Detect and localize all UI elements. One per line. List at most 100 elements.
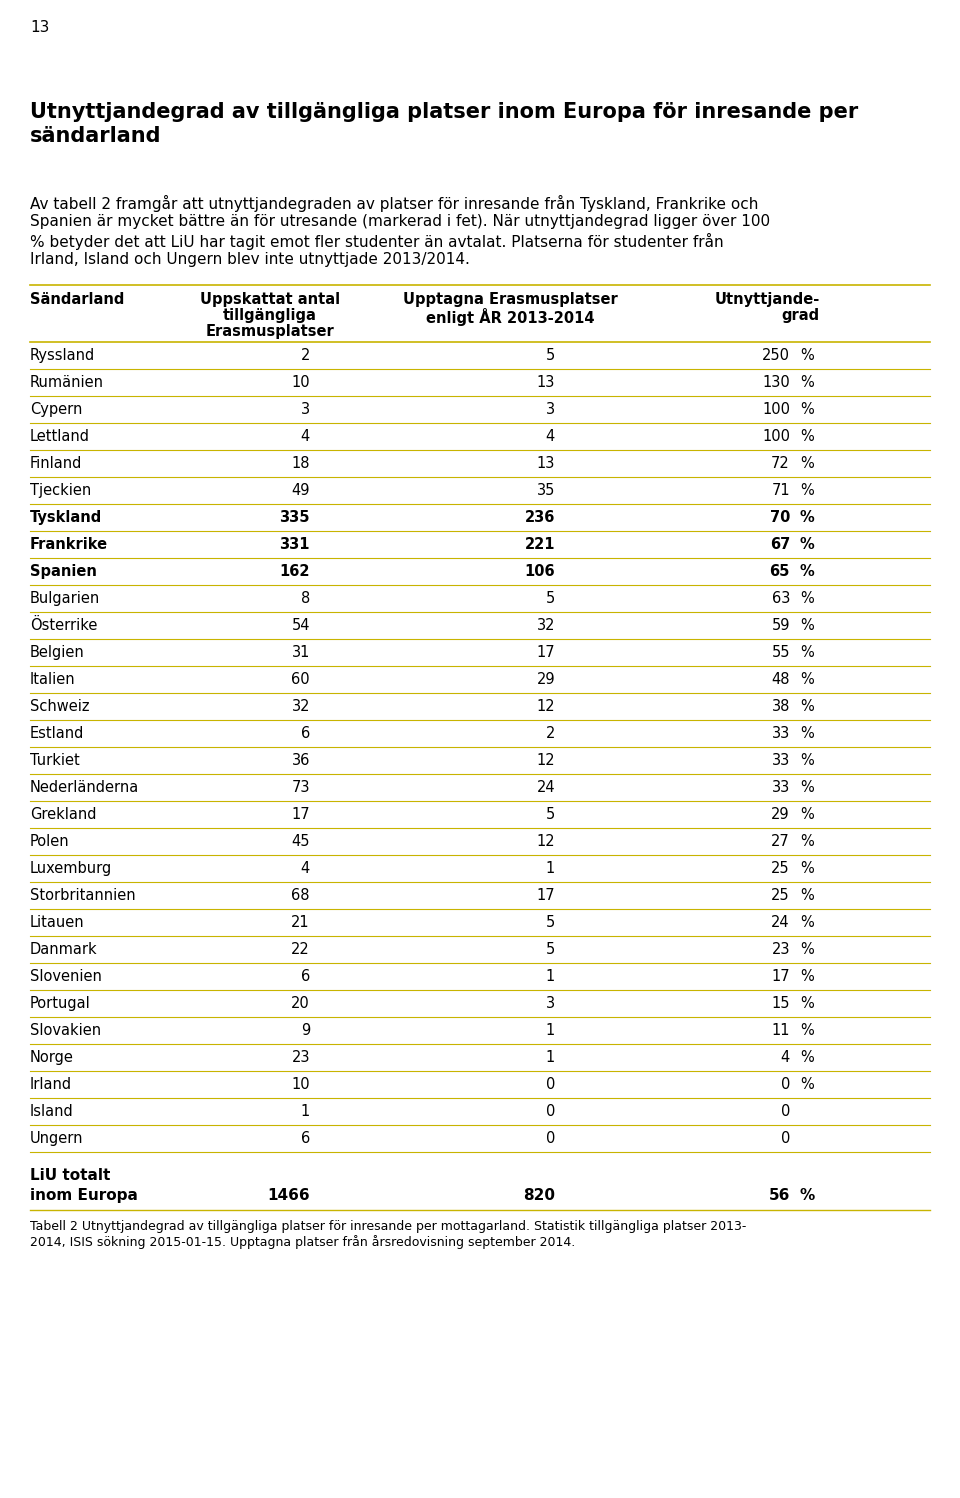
Text: %: % (800, 536, 815, 551)
Text: 6: 6 (300, 1131, 310, 1146)
Text: 24: 24 (772, 915, 790, 930)
Text: inom Europa: inom Europa (30, 1188, 138, 1203)
Text: %: % (800, 1050, 814, 1065)
Text: 221: 221 (524, 536, 555, 551)
Text: 13: 13 (30, 19, 49, 34)
Text: Sändarland: Sändarland (30, 292, 125, 307)
Text: 73: 73 (292, 780, 310, 795)
Text: 71: 71 (772, 482, 790, 497)
Text: 0: 0 (545, 1104, 555, 1119)
Text: Tjeckien: Tjeckien (30, 482, 91, 497)
Text: 70: 70 (770, 509, 790, 524)
Text: 59: 59 (772, 619, 790, 634)
Text: Norge: Norge (30, 1050, 74, 1065)
Text: 11: 11 (772, 1023, 790, 1038)
Text: 17: 17 (292, 807, 310, 822)
Text: 68: 68 (292, 888, 310, 903)
Text: 49: 49 (292, 482, 310, 497)
Text: %: % (800, 700, 814, 715)
Text: 250: 250 (762, 348, 790, 363)
Text: %: % (800, 727, 814, 742)
Text: %: % (800, 401, 814, 416)
Text: 54: 54 (292, 619, 310, 634)
Text: enligt ÅR 2013-2014: enligt ÅR 2013-2014 (425, 309, 594, 327)
Text: Rumänien: Rumänien (30, 374, 104, 389)
Text: %: % (800, 619, 814, 634)
Text: 33: 33 (772, 727, 790, 742)
Text: sändarland: sändarland (30, 126, 161, 145)
Text: %: % (800, 482, 814, 497)
Text: Utnyttjandegrad av tillgängliga platser inom Europa för inresande per: Utnyttjandegrad av tillgängliga platser … (30, 102, 858, 121)
Text: 130: 130 (762, 374, 790, 389)
Text: 5: 5 (545, 348, 555, 363)
Text: Slovenien: Slovenien (30, 969, 102, 984)
Text: 331: 331 (279, 536, 310, 551)
Text: 0: 0 (545, 1077, 555, 1092)
Text: 100: 100 (762, 428, 790, 443)
Text: 48: 48 (772, 673, 790, 688)
Text: %: % (800, 780, 814, 795)
Text: 13: 13 (537, 374, 555, 389)
Text: 17: 17 (537, 888, 555, 903)
Text: 4: 4 (300, 428, 310, 443)
Text: Irland: Irland (30, 1077, 72, 1092)
Text: 6: 6 (300, 727, 310, 742)
Text: grad: grad (781, 309, 820, 324)
Text: Cypern: Cypern (30, 401, 83, 416)
Text: %: % (800, 646, 814, 661)
Text: 10: 10 (292, 1077, 310, 1092)
Text: 4: 4 (545, 428, 555, 443)
Text: % betyder det att LiU har tagit emot fler studenter än avtalat. Platserna för st: % betyder det att LiU har tagit emot fle… (30, 234, 724, 250)
Text: 2014, ISIS sökning 2015-01-15. Upptagna platser från årsredovisning september 20: 2014, ISIS sökning 2015-01-15. Upptagna … (30, 1234, 575, 1249)
Text: 4: 4 (300, 861, 310, 876)
Text: Storbritannien: Storbritannien (30, 888, 135, 903)
Text: 820: 820 (523, 1188, 555, 1203)
Text: 29: 29 (537, 673, 555, 688)
Text: 0: 0 (545, 1131, 555, 1146)
Text: %: % (800, 942, 814, 957)
Text: 55: 55 (772, 646, 790, 661)
Text: %: % (800, 374, 814, 389)
Text: Polen: Polen (30, 834, 70, 849)
Text: 5: 5 (545, 807, 555, 822)
Text: LiU totalt: LiU totalt (30, 1168, 110, 1183)
Text: Finland: Finland (30, 455, 83, 470)
Text: 45: 45 (292, 834, 310, 849)
Text: %: % (800, 1077, 814, 1092)
Text: 23: 23 (772, 942, 790, 957)
Text: 56: 56 (769, 1188, 790, 1203)
Text: 1466: 1466 (268, 1188, 310, 1203)
Text: 17: 17 (772, 969, 790, 984)
Text: 24: 24 (537, 780, 555, 795)
Text: 1: 1 (545, 1023, 555, 1038)
Text: Schweiz: Schweiz (30, 700, 89, 715)
Text: 33: 33 (772, 753, 790, 768)
Text: %: % (800, 509, 815, 524)
Text: Lettland: Lettland (30, 428, 90, 443)
Text: %: % (800, 915, 814, 930)
Text: Danmark: Danmark (30, 942, 98, 957)
Text: 38: 38 (772, 700, 790, 715)
Text: 18: 18 (292, 455, 310, 470)
Text: 106: 106 (524, 565, 555, 580)
Text: Litauen: Litauen (30, 915, 84, 930)
Text: Spanien: Spanien (30, 565, 97, 580)
Text: 65: 65 (770, 565, 790, 580)
Text: Av tabell 2 framgår att utnyttjandegraden av platser för inresande från Tyskland: Av tabell 2 framgår att utnyttjandegrade… (30, 195, 758, 213)
Text: Utnyttjande-: Utnyttjande- (715, 292, 820, 307)
Text: %: % (800, 455, 814, 470)
Text: 23: 23 (292, 1050, 310, 1065)
Text: 12: 12 (537, 700, 555, 715)
Text: 3: 3 (300, 401, 310, 416)
Text: %: % (800, 969, 814, 984)
Text: 67: 67 (770, 536, 790, 551)
Text: %: % (800, 834, 814, 849)
Text: Tyskland: Tyskland (30, 509, 103, 524)
Text: Erasmusplatser: Erasmusplatser (205, 324, 334, 339)
Text: 25: 25 (772, 861, 790, 876)
Text: Upptagna Erasmusplatser: Upptagna Erasmusplatser (402, 292, 617, 307)
Text: 32: 32 (292, 700, 310, 715)
Text: Ungern: Ungern (30, 1131, 84, 1146)
Text: %: % (800, 1188, 815, 1203)
Text: Uppskattat antal: Uppskattat antal (200, 292, 340, 307)
